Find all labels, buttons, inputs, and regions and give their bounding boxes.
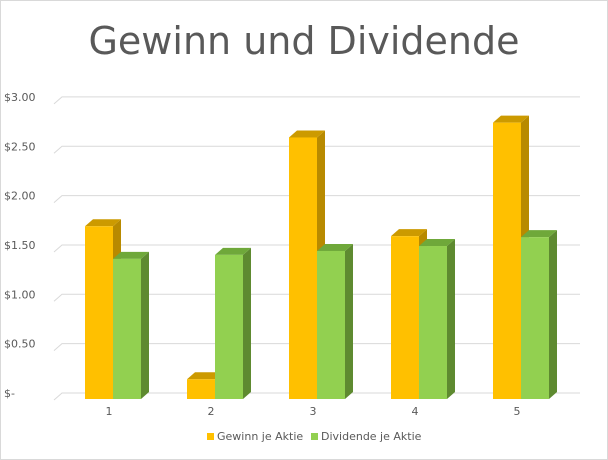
bar-side <box>549 230 557 399</box>
bar-side <box>243 247 251 399</box>
legend-swatch <box>207 433 214 440</box>
legend-item-gewinn: Gewinn je Aktie <box>207 430 303 443</box>
x-tick-label: 3 <box>310 405 317 418</box>
bar-dividende-3 <box>317 243 353 399</box>
y-tick-label: $2.50 <box>4 140 36 153</box>
x-tick-label: 5 <box>514 405 521 418</box>
y-tick-label: $1.00 <box>4 288 36 301</box>
bar-top <box>521 230 557 238</box>
bar-layer <box>85 115 557 399</box>
bar-top <box>493 115 529 123</box>
gridline <box>53 96 580 105</box>
legend-item-dividende: Dividende je Aktie <box>311 430 422 443</box>
y-axis-ticks: $- $0.50 $1.00 $1.50 $2.00 $2.50 $3.00 <box>4 91 36 400</box>
x-axis-ticks: 1 2 3 4 5 <box>106 405 521 418</box>
bar-dividende-4 <box>419 239 455 399</box>
gridline <box>53 195 580 203</box>
bar-side <box>345 243 353 399</box>
bar-front <box>391 236 419 399</box>
bar-side <box>141 251 149 399</box>
bar-top <box>289 130 325 138</box>
bar-front <box>289 137 317 399</box>
legend-swatch <box>311 433 318 440</box>
bar-gewinn-5 <box>493 115 529 399</box>
bar-front <box>215 254 243 399</box>
x-tick-label: 1 <box>106 405 113 418</box>
x-tick-label: 2 <box>208 405 215 418</box>
bar-dividende-2 <box>215 247 251 399</box>
y-tick-label: $0.50 <box>4 338 36 351</box>
bar-dividende-1 <box>113 251 149 399</box>
bar-top <box>187 372 223 380</box>
bar-top <box>391 229 427 237</box>
chart-title: Gewinn und Dividende <box>88 19 519 63</box>
y-tick-label: $2.00 <box>4 190 36 203</box>
bar-dividende-5 <box>521 230 557 399</box>
bar-top <box>85 219 121 227</box>
y-tick-label: $- <box>4 387 15 400</box>
legend-label: Gewinn je Aktie <box>217 430 303 443</box>
y-tick-label: $3.00 <box>4 91 36 104</box>
bar-top <box>215 247 251 255</box>
bar-front <box>187 379 215 399</box>
y-tick-label: $1.50 <box>4 239 36 252</box>
bar-front <box>493 122 521 399</box>
legend: Gewinn je Aktie Dividende je Aktie <box>207 430 422 443</box>
bar-front <box>419 246 447 399</box>
gridline <box>53 145 580 154</box>
bar-top <box>113 251 149 259</box>
bar-top <box>419 239 455 247</box>
bar-front <box>85 226 113 399</box>
x-tick-label: 4 <box>412 405 419 418</box>
bar-front <box>113 258 141 399</box>
bar-front <box>521 237 549 399</box>
bar-top <box>317 243 353 251</box>
bar-side <box>447 239 455 399</box>
bar-front <box>317 250 345 399</box>
legend-label: Dividende je Aktie <box>321 430 422 443</box>
